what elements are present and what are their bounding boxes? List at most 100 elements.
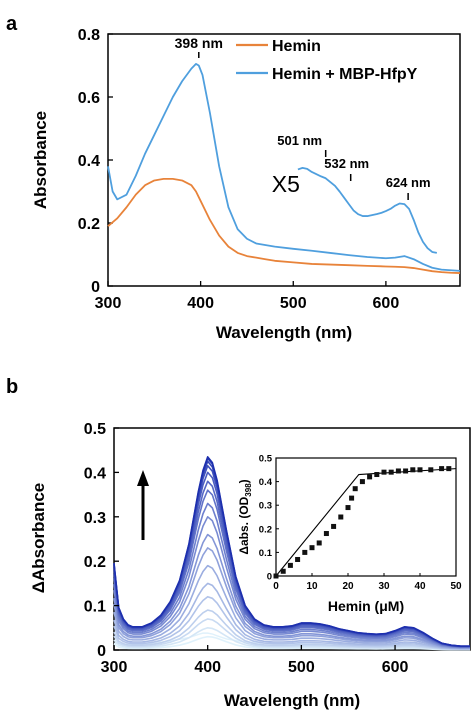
panel-b-x-tick-label: 300 xyxy=(101,659,128,676)
inset-data-point xyxy=(352,486,358,492)
inset-data-point xyxy=(388,469,394,475)
inset-data-point xyxy=(287,562,293,568)
panel-b-plot-frame xyxy=(113,427,471,651)
inset-x-tick-label: 40 xyxy=(414,581,426,592)
panel-b-x-axis-label: Wavelength (nm) xyxy=(224,691,360,710)
panel-a-y-tick-label: 0.2 xyxy=(78,216,100,233)
panel-b-y-tick-label: 0.5 xyxy=(84,421,106,438)
titration-curve xyxy=(113,489,470,648)
titration-curve xyxy=(113,595,470,650)
inset-y-tick-label: 0 xyxy=(267,572,272,583)
inset-y-tick-label: 0.5 xyxy=(259,454,273,465)
inset-y-label-main: Δabs. (OD xyxy=(237,496,251,554)
inset-ticks: 0 10 20 30 40 50 0 0.1 0.2 0.3 0.4 0.5 xyxy=(259,454,462,593)
inset-data-point xyxy=(446,466,452,472)
series-line-hemin-mbp-hfpy xyxy=(107,63,461,272)
inset-y-label-sub: 398 xyxy=(244,483,253,497)
series-line-x5 xyxy=(297,166,438,254)
inset-data-point xyxy=(316,540,322,546)
titration-curve xyxy=(113,626,470,651)
titration-curve xyxy=(113,515,470,649)
panel-a-y-axis-label: Absorbance xyxy=(31,111,50,209)
panel-b-x-tick-label: 400 xyxy=(194,659,221,676)
inset-plot-frame xyxy=(275,457,457,577)
inset-data-point xyxy=(439,466,445,472)
titration-curve xyxy=(113,618,470,651)
panel-label-a: a xyxy=(6,13,18,35)
inset-x-tick-label: 50 xyxy=(450,581,462,592)
inset-y-tick-label: 0.4 xyxy=(259,477,273,488)
inset-data-point xyxy=(367,474,373,480)
inset-data-point xyxy=(349,495,355,501)
panel-label-b: b xyxy=(6,376,18,398)
inset-y-tick-label: 0.1 xyxy=(259,548,273,559)
inset-data-point xyxy=(428,467,434,473)
panel-b-y-tick-label: 0.3 xyxy=(84,510,106,527)
inset-data-point xyxy=(395,468,401,474)
inset-y-axis-label: Δabs. (OD398) xyxy=(237,479,253,554)
inset-y-tick-label: 0.2 xyxy=(259,524,272,535)
inset-x-tick-label: 10 xyxy=(306,581,318,592)
panel-b-y-tick-label: 0.1 xyxy=(84,599,106,616)
panel-a-ticks: 300 400 500 600 0 0.2 0.4 0.6 0.8 xyxy=(78,27,400,312)
panel-b-y-tick-label: 0 xyxy=(97,643,106,660)
panel-b-y-axis-label: ΔAbsorbance xyxy=(29,483,48,593)
inset-data-point xyxy=(345,505,351,511)
titration-curve xyxy=(113,564,470,650)
annotation-532nm: 532 nm xyxy=(324,156,369,171)
series-line-hemin xyxy=(107,177,461,274)
panel-a-y-tick-label: 0 xyxy=(91,279,100,296)
panel-a-legend: Hemin Hemin + MBP-HfpY xyxy=(236,38,418,83)
panel-a-x-axis-label: Wavelength (nm) xyxy=(216,323,352,342)
inset-plot xyxy=(273,466,457,579)
titration-curve xyxy=(113,502,470,648)
titration-arrow xyxy=(137,470,149,540)
annotation-x5: X5 xyxy=(272,171,300,197)
inset-data-point xyxy=(359,479,365,485)
legend-label-hemin-mbp-hfpy: Hemin + MBP-HfpY xyxy=(272,66,418,83)
inset-data-point xyxy=(381,469,387,475)
inset-x-tick-label: 0 xyxy=(273,581,279,592)
panel-b-x-tick-label: 600 xyxy=(382,659,409,676)
panel-a-y-tick-label: 0.4 xyxy=(78,153,100,170)
annotation-501nm: 501 nm xyxy=(277,133,322,148)
inset-data-point xyxy=(374,472,380,478)
chart-panel-a: 300 400 500 600 0 0.2 0.4 0.6 0.8 398 nm 501 nm53… xyxy=(31,27,461,342)
inset-chart: 0 10 20 30 40 50 0 0.1 0.2 0.3 0.4 0.5 Hemin (μM) Δ… xyxy=(237,454,462,615)
titration-curve xyxy=(113,635,470,651)
annotation-624nm: 624 nm xyxy=(386,175,431,190)
inset-data-point xyxy=(403,468,409,474)
panel-b-x-tick-label: 500 xyxy=(288,659,315,676)
panel-a-y-tick-label: 0.6 xyxy=(78,90,100,107)
panel-a-x-tick-label: 500 xyxy=(280,295,307,312)
inset-data-point xyxy=(280,568,286,574)
panel-b-y-tick-label: 0.2 xyxy=(84,554,106,571)
titration-curve xyxy=(113,582,470,650)
inset-x-axis-label: Hemin (μM) xyxy=(328,598,404,614)
inset-data-point xyxy=(302,549,308,555)
titration-curve xyxy=(113,533,470,649)
titration-curve xyxy=(113,480,470,648)
inset-data-point xyxy=(295,556,301,562)
inset-x-tick-label: 30 xyxy=(378,581,390,592)
annotation-398nm: 398 nm xyxy=(175,35,223,51)
inset-y-tick-label: 0.3 xyxy=(259,501,272,512)
inset-data-point xyxy=(309,545,315,551)
panel-a-y-tick-label: 0.8 xyxy=(78,27,100,44)
panel-b-y-tick-label: 0.4 xyxy=(84,465,106,482)
panel-a-lines xyxy=(107,63,461,274)
panel-a-x-tick-label: 400 xyxy=(187,295,214,312)
titration-curve xyxy=(113,456,470,647)
inset-fit-line xyxy=(275,468,457,577)
inset-data-point xyxy=(338,514,344,520)
arrow-head xyxy=(137,470,149,486)
inset-data-point xyxy=(417,467,423,473)
titration-curve xyxy=(113,609,470,651)
inset-data-point xyxy=(323,531,329,537)
inset-data-point xyxy=(331,523,337,529)
inset-x-tick-label: 20 xyxy=(342,581,354,592)
panel-a-x-tick-label: 300 xyxy=(95,295,122,312)
